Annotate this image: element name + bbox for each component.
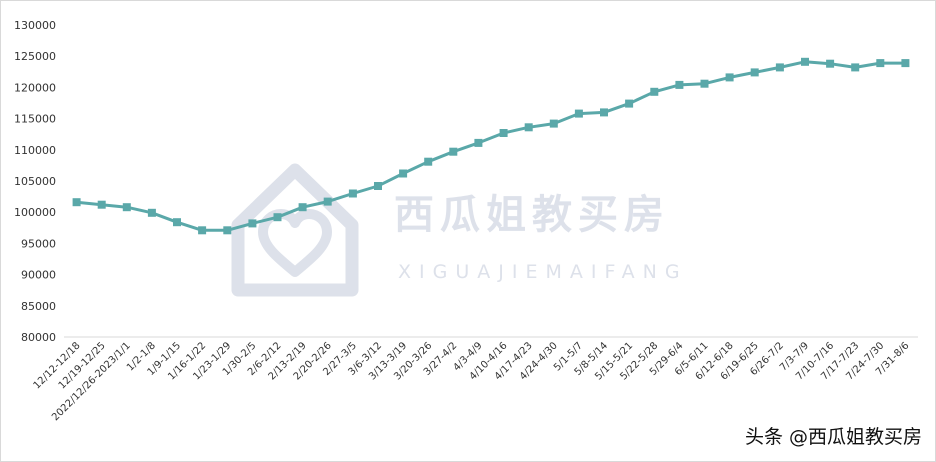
- data-point-marker: [600, 108, 608, 117]
- data-point-marker: [524, 123, 533, 132]
- watermark-en-text: XIGUAJIEMAIFANG: [398, 261, 688, 283]
- y-tick-label: 100000: [14, 206, 56, 219]
- watermark-cn-text: 西瓜姐教买房: [394, 192, 670, 238]
- data-point-marker: [323, 197, 332, 206]
- y-tick-label: 105000: [14, 175, 56, 188]
- data-point-marker: [675, 80, 684, 89]
- source-credit: 头条 @西瓜姐教买房: [744, 426, 922, 448]
- data-point-marker: [97, 200, 106, 209]
- data-point-marker: [273, 213, 282, 222]
- y-tick-label: 80000: [21, 331, 56, 344]
- house-heart-icon: [231, 163, 359, 297]
- data-point-marker: [625, 99, 634, 108]
- series-line: [76, 60, 906, 232]
- data-point-marker: [122, 203, 131, 212]
- y-tick-label: 120000: [14, 81, 56, 94]
- watermark: 西瓜姐教买房 XIGUAJIEMAIFANG: [231, 163, 688, 297]
- data-point-marker: [72, 198, 81, 207]
- data-point-marker: [700, 79, 709, 88]
- data-point-marker: [574, 109, 583, 118]
- data-point-marker: [499, 129, 508, 137]
- data-point-marker: [248, 219, 257, 228]
- y-tick-label: 95000: [21, 237, 56, 250]
- y-tick-label: 115000: [14, 113, 56, 126]
- data-point-marker: [851, 63, 860, 72]
- data-point-marker: [223, 226, 232, 235]
- data-point-marker: [876, 59, 885, 68]
- y-axis-ticks: 80000 85000 90000 95000 100000 105000 110000 11…: [14, 19, 56, 344]
- data-markers: [72, 57, 910, 235]
- y-tick-label: 125000: [14, 50, 56, 63]
- data-point-marker: [374, 182, 382, 190]
- data-point-marker: [801, 57, 809, 66]
- data-point-marker: [449, 147, 458, 156]
- y-tick-label: 90000: [21, 269, 56, 282]
- data-point-marker: [901, 59, 910, 68]
- data-point-marker: [725, 73, 734, 82]
- data-point-marker: [348, 189, 357, 198]
- y-tick-label: 110000: [14, 144, 56, 157]
- data-point-marker: [298, 203, 307, 212]
- data-point-marker: [549, 119, 558, 128]
- data-point-marker: [399, 169, 408, 178]
- data-point-marker: [750, 68, 759, 77]
- x-axis-ticks: 12/12-12/1812/19-12/252022/12/26-2023/1/…: [32, 340, 912, 423]
- data-point-marker: [424, 157, 433, 166]
- data-point-marker: [173, 218, 181, 227]
- data-point-marker: [826, 59, 835, 68]
- y-tick-label: 85000: [21, 300, 56, 313]
- data-point-marker: [650, 87, 659, 96]
- data-point-marker: [775, 63, 784, 72]
- data-point-marker: [147, 208, 156, 217]
- data-point-marker: [198, 226, 207, 235]
- y-tick-label: 130000: [14, 19, 56, 32]
- data-point-marker: [474, 138, 483, 147]
